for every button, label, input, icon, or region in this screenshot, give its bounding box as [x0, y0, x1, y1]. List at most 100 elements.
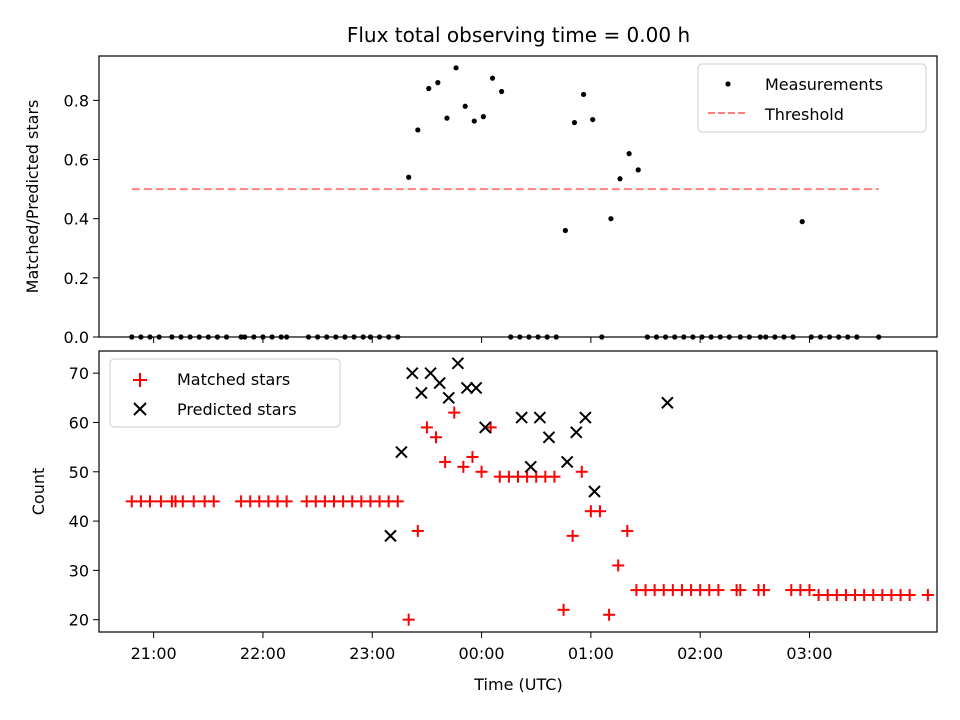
measurement-point [726, 334, 732, 340]
legend-label-matched: Matched stars [177, 370, 290, 389]
predicted-star-point [424, 366, 437, 380]
matched-star-point [207, 495, 220, 508]
measurement-point [757, 334, 763, 340]
matched-star-point [566, 529, 579, 542]
predicted-star-point [406, 366, 419, 380]
bottom-x-tick-label: 01:00 [568, 644, 614, 663]
matched-star-point [903, 589, 916, 602]
matched-star-point [593, 505, 606, 518]
matched-star-point [144, 495, 157, 508]
bottom-x-tick-label: 03:00 [786, 644, 832, 663]
legend-label-measurements: Measurements [765, 75, 883, 94]
predicted-star-point [451, 357, 465, 370]
matched-star-point [439, 455, 452, 468]
measurement-point [367, 334, 374, 340]
measurement-point [395, 334, 401, 340]
measurement-point [544, 334, 550, 340]
legend-marker-matched [133, 373, 147, 387]
measurement-point [781, 334, 787, 340]
measurement-point [644, 334, 650, 340]
predicted-star-point [469, 381, 483, 395]
measurement-point [260, 334, 266, 340]
top-legend: Measurements Threshold [697, 63, 927, 133]
bottom-x-tick-label: 02:00 [677, 644, 723, 663]
measurement-point [305, 334, 312, 340]
measurement-point [836, 334, 842, 340]
predicted-star-point [479, 421, 492, 434]
measurement-point [571, 119, 578, 126]
matched-star-point [411, 524, 424, 537]
top-y-tick-label: 0.0 [64, 328, 89, 347]
predicted-star-point [560, 455, 574, 469]
measurement-point [129, 334, 135, 340]
measurement-point [635, 167, 641, 173]
measurement-point [187, 334, 193, 340]
measurement-point [672, 334, 678, 340]
bottom-x-tick-label: 00:00 [459, 644, 505, 663]
predicted-stars-points [384, 357, 674, 543]
bottom-x-tick-label: 23:00 [349, 644, 395, 663]
measurement-point [223, 334, 230, 340]
measurement-point [342, 334, 348, 340]
matched-star-point [734, 584, 747, 597]
legend-marker-predicted [133, 402, 147, 416]
measurement-point [508, 334, 514, 340]
matched-star-point [621, 524, 634, 537]
measurement-point [444, 115, 450, 121]
bottom-y-tick-label: 70 [69, 364, 89, 383]
measurement-point [590, 116, 596, 123]
matched-stars-points [125, 406, 934, 626]
bottom-panel: 20 30 40 50 60 70 21:00 22:00 23:00 00:00 01:00 02… [29, 350, 938, 694]
measurement-point [138, 334, 144, 340]
matched-star-point [557, 603, 570, 616]
top-panel: 0.00.20.40.60.8 Matched/Predicted stars … [23, 55, 938, 347]
measurement-point [360, 334, 366, 340]
bottom-y-tick-label: 40 [69, 512, 89, 531]
measurement-point [817, 334, 824, 340]
measurement-point [808, 334, 814, 340]
measurement-point [471, 118, 477, 124]
measurement-point [535, 334, 541, 340]
measurement-point [699, 334, 705, 340]
matched-star-point [448, 406, 461, 419]
measurement-point [526, 334, 532, 340]
measurement-point [376, 334, 383, 340]
measurement-point [681, 334, 687, 340]
matched-star-point [466, 450, 479, 463]
predicted-star-point [524, 460, 537, 474]
measurement-point [406, 174, 412, 180]
measurement-point [278, 334, 284, 340]
matched-star-point [803, 584, 816, 597]
legend-label-predicted: Predicted stars [177, 400, 297, 419]
measurement-point [854, 334, 860, 340]
measurement-point [242, 334, 248, 340]
measurement-point [324, 334, 330, 340]
measurement-point [717, 334, 723, 340]
measurement-point [662, 334, 669, 340]
measurement-point [599, 334, 605, 340]
matched-star-point [603, 608, 616, 621]
measurement-point [626, 151, 632, 157]
measurement-point [517, 334, 523, 340]
measurement-point [790, 334, 796, 340]
measurement-point [708, 334, 714, 340]
measurement-point [269, 334, 275, 340]
matched-star-point [457, 460, 470, 473]
top-chart-title: Flux total observing time = 0.00 h [347, 23, 690, 47]
measurement-point [763, 334, 769, 340]
predicted-star-point [579, 411, 592, 424]
matched-star-point [921, 589, 934, 602]
legend-label-threshold: Threshold [764, 105, 844, 124]
bottom-x-tick-label: 22:00 [240, 644, 286, 663]
predicted-star-point [542, 431, 556, 444]
matched-star-point [154, 495, 167, 508]
measurement-point [876, 334, 882, 340]
predicted-star-point [661, 396, 674, 409]
top-legend-box [697, 63, 927, 133]
measurement-point [653, 334, 660, 340]
measurement-point [608, 216, 614, 222]
measurement-point [251, 334, 257, 340]
legend-marker-measurements [725, 81, 731, 87]
bottom-y-tick-label: 60 [69, 413, 89, 432]
